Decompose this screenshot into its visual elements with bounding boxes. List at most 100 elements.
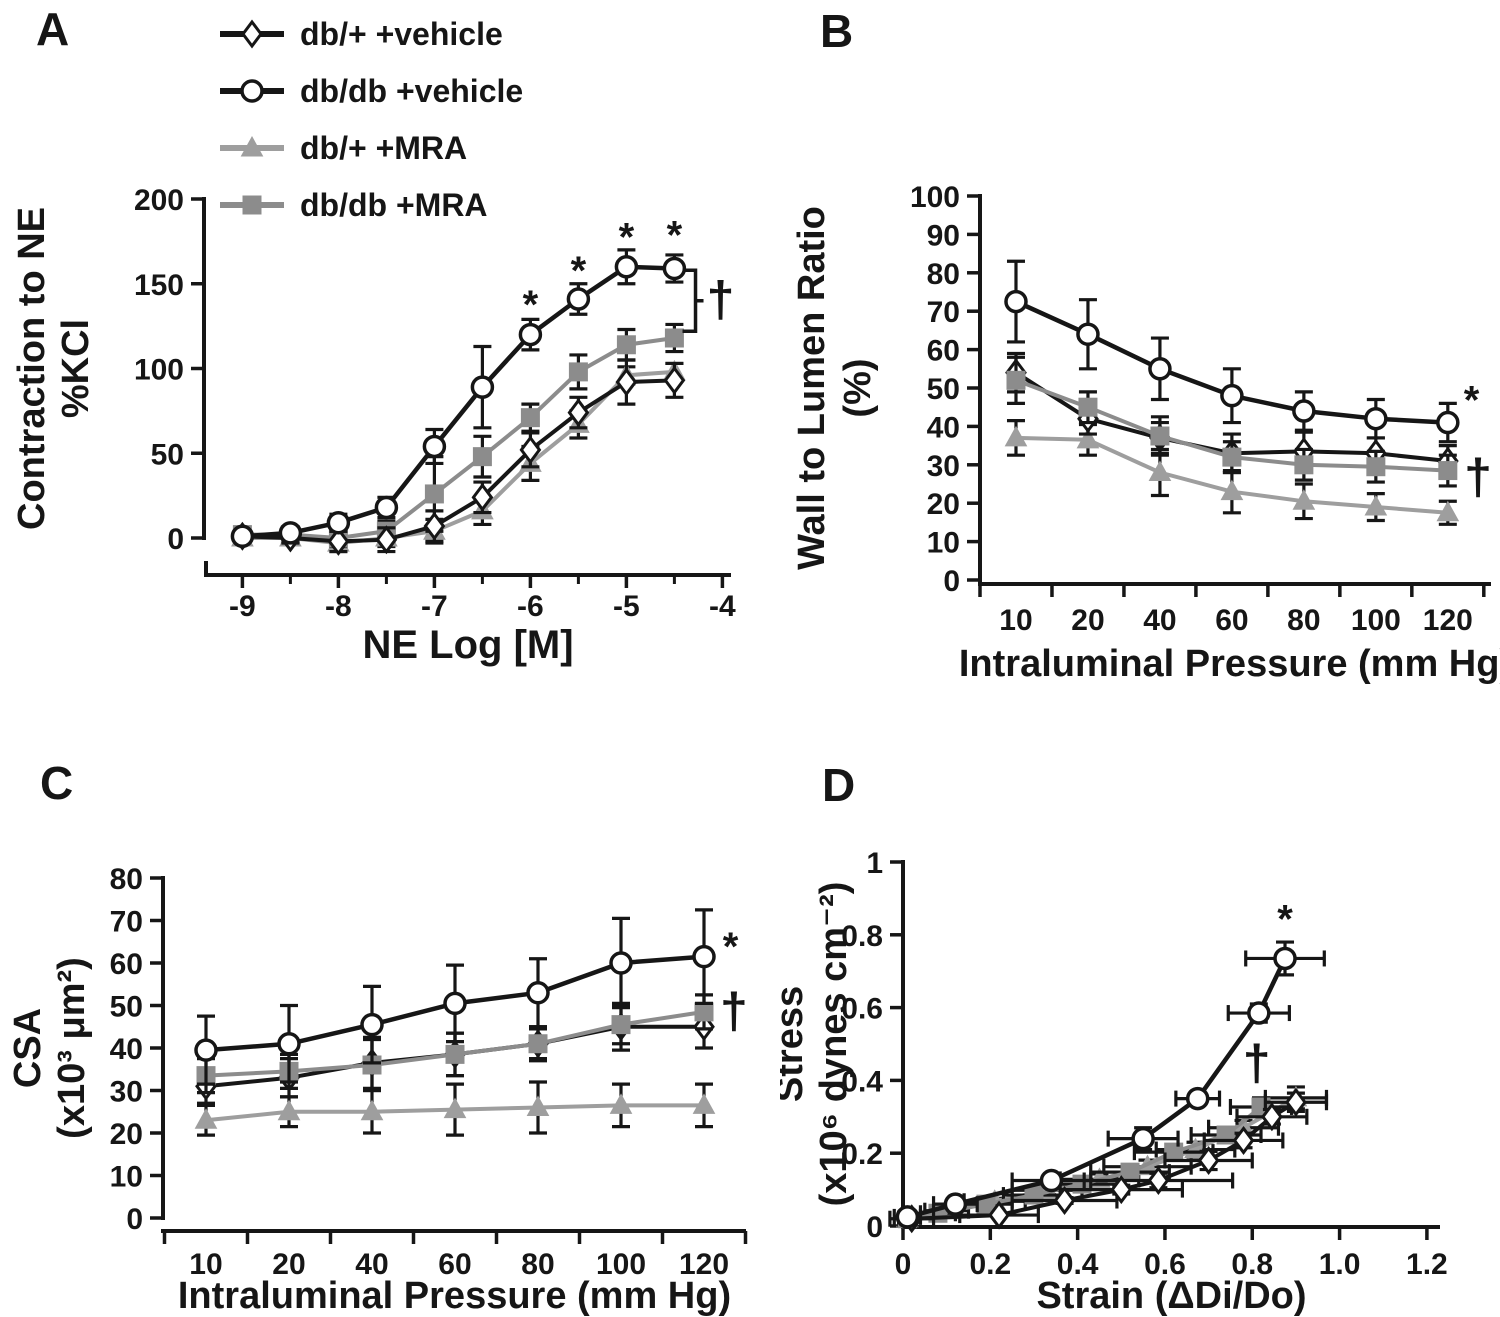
legend-label: db/db +MRA <box>300 187 488 223</box>
y-axis-title: Wall to Lumen Ratio <box>791 206 833 570</box>
x-tick-label: -6 <box>517 590 544 623</box>
square-filled-marker <box>528 1034 548 1054</box>
square-filled-marker <box>1222 447 1242 467</box>
y-axis-title: Contraction to NE <box>11 207 53 530</box>
panel-label-B: B <box>820 5 854 57</box>
diamond-open-marker <box>375 525 398 555</box>
diamond-open-marker <box>1110 1175 1133 1205</box>
triangle-filled-marker <box>240 135 264 157</box>
circle-open-marker <box>1004 289 1028 314</box>
square-filled-marker <box>664 328 684 348</box>
square-filled-marker <box>1120 1162 1140 1182</box>
significance-star: * <box>571 249 587 293</box>
chart-svg-B: 0 10 20 30 40 50 60 70 80 90 100 10 20 40 60 80 100 120 In… <box>791 181 1500 685</box>
circle-open-marker <box>1364 406 1388 431</box>
x-tick-label: 10 <box>189 1248 222 1281</box>
square-filled-marker <box>1006 370 1026 390</box>
x-axis-title: NE Log [M] <box>362 623 573 667</box>
y-tick-label: 100 <box>910 181 960 214</box>
circle-open-marker <box>470 375 495 399</box>
square-filled-marker <box>242 195 262 215</box>
x-tick-label: -7 <box>421 590 448 623</box>
triangle-filled-marker <box>1076 427 1100 449</box>
y-tick-label: 30 <box>927 450 960 483</box>
diamond-open-marker <box>988 1200 1010 1230</box>
y-tick-label: 100 <box>134 354 184 387</box>
x-tick-label: 1.0 <box>1319 1248 1361 1281</box>
diamond-open-marker <box>1232 1125 1255 1155</box>
square-filled-marker <box>362 1055 382 1075</box>
circle-open-marker <box>662 256 687 281</box>
chart-stress-strain: 0 0.2 0.4 0.6 0.8 1 0 0.2 0.4 0.6 0.8 1.0 1.2 Strain … <box>769 750 1500 1317</box>
diamond-open-marker <box>241 19 263 49</box>
diamond-open-marker <box>567 398 590 428</box>
y-tick-label: 70 <box>110 906 143 939</box>
y-tick-label: 80 <box>110 863 143 896</box>
circle-open-marker <box>422 434 447 459</box>
x-tick-label: -9 <box>229 590 256 623</box>
x-tick-label: -4 <box>709 590 736 623</box>
diamond-open-marker <box>423 511 446 541</box>
square-filled-marker <box>1366 457 1386 477</box>
diamond-open-marker <box>1261 1102 1283 1132</box>
legend-label: db/+ +vehicle <box>300 16 503 52</box>
chart-svg-C: 0 10 20 30 40 50 60 70 80 10 20 40 60 80 100 120Intralu… <box>7 863 748 1317</box>
square-filled-marker <box>1078 397 1098 417</box>
series-db-plus-mra <box>1004 419 1460 526</box>
diamond-open-marker <box>519 435 542 465</box>
x-tick-label: 120 <box>679 1248 729 1281</box>
legend: db/+ +vehicle db/db +vehicle db/+ +MRA db/d… <box>220 16 523 223</box>
triangle-filled-marker <box>1004 425 1028 447</box>
x-tick-label: 0.2 <box>969 1248 1011 1281</box>
diamond-open-marker <box>615 367 638 397</box>
legend-label: db/db +vehicle <box>300 73 523 109</box>
diamond-open-marker <box>471 482 494 512</box>
circle-open-marker <box>1247 1001 1271 1025</box>
circle-open-marker <box>360 1012 384 1037</box>
significance-dagger: † <box>707 272 735 328</box>
circle-open-marker <box>518 322 543 347</box>
legend-item-1: db/+ +vehicle <box>220 16 503 52</box>
series-db-db-vehicle <box>892 940 1326 1229</box>
triangle-filled-marker <box>1220 479 1244 501</box>
circle-open-marker <box>1148 357 1172 381</box>
circle-open-marker <box>692 944 716 969</box>
x-tick-label: -8 <box>325 590 352 623</box>
chart-svg-D: 0 0.2 0.4 0.6 0.8 1 0 0.2 0.4 0.6 0.8 1.0 1.2 Strain … <box>769 847 1448 1317</box>
x-tick-label: 80 <box>1287 604 1320 637</box>
y-tick-label: 0.6 <box>841 993 883 1026</box>
square-filled-marker <box>1294 455 1314 475</box>
circle-open-marker <box>526 981 550 1005</box>
circle-open-marker <box>1436 410 1460 435</box>
chart-svg-A: 0 50 100 150 200 -9 -8 -7 -6 -5 -4 NE Log [M] Contra… <box>11 16 736 667</box>
x-tick-label: 80 <box>521 1248 554 1281</box>
x-tick-label: 1.2 <box>1406 1248 1448 1281</box>
y-axis-title: (%) <box>837 358 879 417</box>
legend-item-2: db/db +vehicle <box>220 73 523 109</box>
y-tick-label: 50 <box>110 991 143 1024</box>
y-tick-label: 80 <box>927 258 960 291</box>
square-filled-marker <box>445 1044 465 1064</box>
circle-open-marker <box>194 1038 218 1062</box>
circle-open-marker <box>240 79 264 103</box>
series-db-db-vehicle <box>230 248 687 549</box>
circle-open-marker <box>614 255 639 279</box>
x-tick-label: 20 <box>1071 604 1104 637</box>
circle-open-marker <box>277 1032 301 1056</box>
x-axis-title: Intraluminal Pressure (mm Hg) <box>178 1275 731 1317</box>
series-db-db-vehicle <box>1004 259 1460 444</box>
circle-open-marker <box>1131 1126 1155 1151</box>
y-tick-label: 0.8 <box>841 920 883 953</box>
y-tick-label: 50 <box>927 373 960 406</box>
square-filled-marker <box>611 1015 631 1035</box>
y-tick-label: 20 <box>927 488 960 521</box>
x-tick-label: 100 <box>1351 604 1401 637</box>
circle-open-marker <box>230 524 255 549</box>
square-filled-marker <box>424 484 444 504</box>
series-db-db-vehicle <box>194 908 716 1086</box>
y-axis-title: Stress <box>780 986 811 1102</box>
triangle-filled-marker <box>277 1099 301 1121</box>
circle-open-marker <box>1039 1168 1064 1193</box>
diamond-open-marker <box>663 365 686 395</box>
